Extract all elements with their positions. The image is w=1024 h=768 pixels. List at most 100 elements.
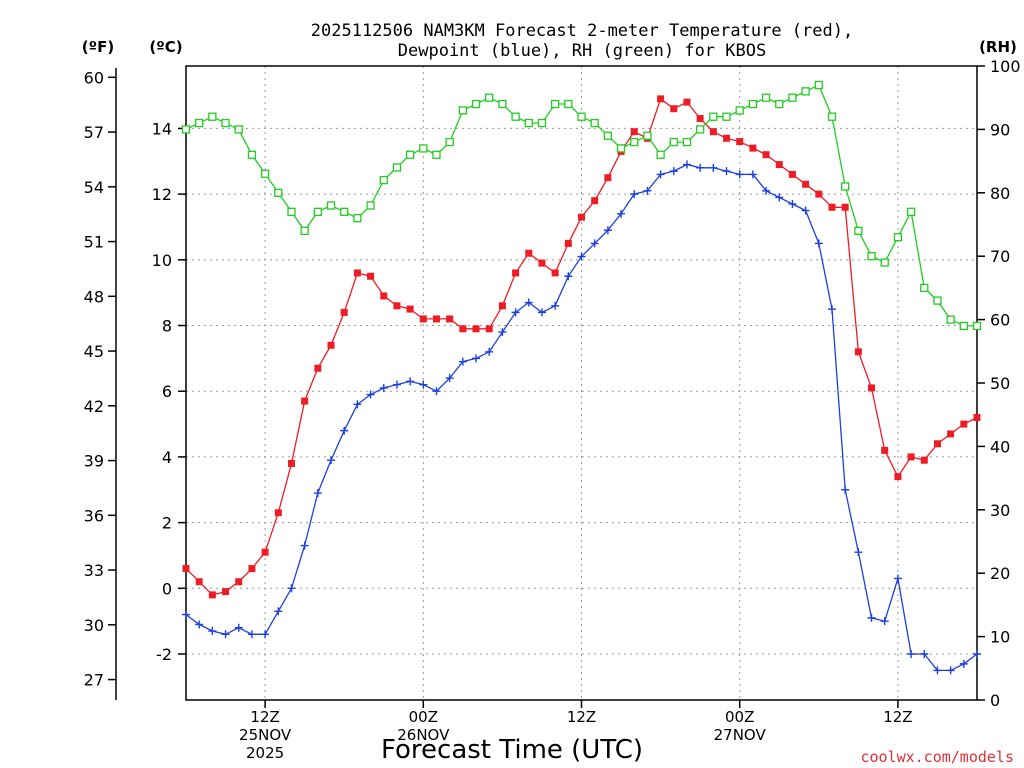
x-tick-label: 00Z: [725, 708, 754, 726]
temperature-point: [868, 384, 876, 392]
temperature-point: [749, 144, 757, 152]
temperature-point: [828, 203, 836, 211]
temperature-point: [709, 128, 717, 136]
temperature-series-line: [185, 97, 978, 596]
temperature-point: [960, 420, 968, 428]
rh-tick-label: 100: [990, 57, 1021, 76]
x-tick-date: 27NOV: [714, 726, 767, 744]
rh-point: [326, 201, 336, 210]
rh-tick-label: 10: [990, 628, 1010, 647]
temperature-point: [788, 170, 796, 178]
fahrenheit-tick-label: 42: [84, 397, 104, 416]
rh-point: [761, 93, 771, 102]
dewpoint-point: [313, 489, 322, 498]
dewpoint-point: [327, 456, 336, 465]
rh-point: [709, 112, 718, 121]
dewpoint-point: [880, 617, 889, 626]
temperature-point: [841, 203, 849, 211]
temperature-point: [657, 95, 665, 103]
rh-point: [313, 207, 322, 216]
dewpoint-point: [920, 650, 929, 659]
rh-point: [959, 321, 968, 331]
temperature-point: [920, 456, 928, 464]
dewpoint-point: [300, 541, 309, 550]
temperature-point: [578, 213, 585, 221]
rh-point: [972, 321, 982, 331]
celsius-tick-label: 0: [162, 579, 172, 598]
plot-frame: [185, 65, 978, 701]
source-credit: coolwx.com/models: [860, 748, 1014, 766]
dewpoint-point: [814, 239, 823, 248]
temperature-point: [222, 588, 230, 596]
dewpoint-point: [590, 239, 599, 248]
dewpoint-point: [669, 167, 678, 176]
temperature-point: [340, 308, 348, 316]
temperature-point: [393, 302, 401, 310]
dewpoint-point: [564, 272, 573, 281]
dewpoint-point: [722, 167, 731, 176]
temperature-point: [353, 269, 361, 277]
dewpoint-point: [353, 400, 362, 409]
dewpoint-point: [827, 305, 836, 314]
temperature-point: [525, 249, 533, 257]
temperature-point: [894, 473, 902, 481]
x-tick-year: 2025: [246, 744, 284, 762]
temperature-point: [195, 578, 203, 586]
temperature-point: [815, 190, 823, 198]
dewpoint-point: [511, 308, 520, 317]
dewpoint-point: [458, 357, 467, 366]
temperature-point: [933, 440, 941, 448]
rh-point: [920, 283, 929, 293]
dewpoint-point: [340, 426, 349, 435]
rh-point: [353, 214, 362, 223]
series-layer: [181, 80, 982, 675]
temperature-point: [564, 239, 572, 247]
temperature-point: [235, 578, 243, 586]
temperature-point: [802, 180, 810, 188]
celsius-tick-label: -2: [156, 645, 172, 664]
rh-point: [880, 258, 889, 267]
dewpoint-point: [485, 347, 494, 356]
rh-point: [933, 296, 942, 305]
dewpoint-point: [445, 374, 454, 383]
temperature-point: [182, 565, 190, 573]
dewpoint-point: [208, 627, 217, 636]
dewpoint-point: [419, 380, 428, 389]
rh-point: [603, 131, 613, 140]
rh-point: [511, 112, 520, 121]
rh-tick-label: 30: [990, 501, 1010, 520]
rh-point: [485, 93, 494, 102]
rh-unit-label: (RH): [979, 38, 1017, 56]
dewpoint-point: [274, 607, 283, 616]
temperature-point: [723, 134, 731, 142]
dewpoint-point: [682, 160, 691, 169]
temperature-point: [775, 161, 783, 169]
temperature-point: [630, 128, 638, 136]
rh-point: [247, 150, 257, 159]
fahrenheit-tick-label: 30: [84, 616, 104, 635]
dewpoint-point: [709, 163, 718, 172]
temperature-point: [551, 269, 559, 277]
rh-point: [445, 137, 454, 147]
x-tick-date: 25NOV: [239, 726, 292, 744]
celsius-tick-label: 10: [152, 251, 172, 270]
rh-point: [458, 106, 468, 115]
temperature-point: [973, 413, 981, 421]
rh-point: [801, 87, 810, 96]
fahrenheit-tick-label: 27: [84, 671, 104, 690]
dewpoint-point: [735, 170, 744, 179]
celsius-tick-label: 14: [152, 119, 172, 138]
rh-tick-label: 50: [990, 374, 1010, 393]
rh-point: [735, 106, 744, 115]
rh-point: [682, 137, 692, 147]
temperature-point: [327, 341, 335, 349]
dewpoint-point: [221, 630, 230, 639]
temperature-point: [446, 315, 454, 323]
temperature-point: [459, 325, 467, 333]
dewpoint-point: [472, 354, 481, 363]
temperature-point: [604, 174, 612, 182]
dewpoint-point: [656, 170, 665, 179]
rh-point: [630, 137, 639, 147]
rh-point: [827, 112, 837, 121]
